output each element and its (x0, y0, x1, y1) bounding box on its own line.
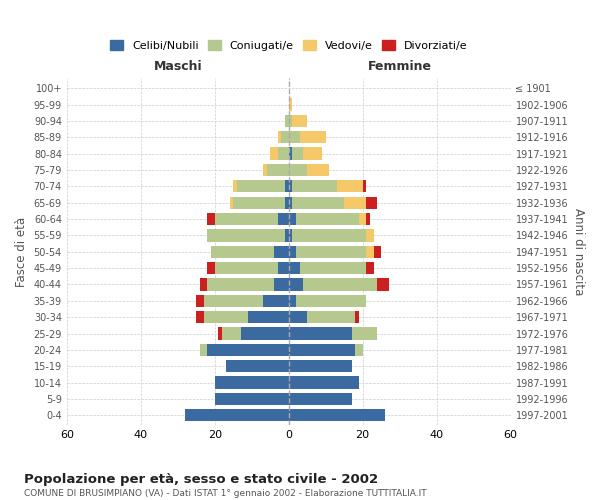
Bar (278, 148, 289, 160)
Bar (289, 196, 292, 209)
Bar (307, 164, 329, 176)
Bar (344, 196, 367, 209)
Bar (278, 131, 281, 143)
Bar (307, 311, 355, 324)
Bar (237, 180, 285, 192)
Bar (289, 98, 292, 110)
Bar (281, 131, 289, 143)
Bar (355, 311, 359, 324)
Bar (226, 360, 289, 372)
Bar (289, 393, 352, 405)
Bar (215, 393, 289, 405)
Bar (185, 409, 289, 422)
Bar (278, 213, 289, 225)
Bar (285, 114, 289, 127)
Bar (222, 328, 241, 340)
Bar (278, 262, 289, 274)
Bar (289, 262, 300, 274)
Bar (208, 344, 289, 356)
Bar (292, 180, 337, 192)
Bar (337, 180, 362, 192)
Bar (208, 262, 215, 274)
Bar (300, 262, 367, 274)
Bar (211, 246, 274, 258)
Bar (352, 328, 377, 340)
Bar (263, 294, 289, 307)
Bar (359, 213, 367, 225)
Bar (292, 114, 307, 127)
Y-axis label: Anni di nascita: Anni di nascita (572, 208, 585, 296)
Bar (218, 328, 222, 340)
Bar (289, 278, 304, 290)
Bar (289, 344, 355, 356)
Bar (374, 246, 381, 258)
Bar (289, 180, 292, 192)
Bar (200, 278, 208, 290)
Bar (292, 196, 344, 209)
Bar (289, 246, 296, 258)
Bar (367, 229, 374, 241)
Bar (296, 246, 367, 258)
Bar (367, 196, 377, 209)
Bar (263, 164, 266, 176)
Bar (367, 262, 374, 274)
Bar (289, 164, 307, 176)
Bar (274, 278, 289, 290)
Text: COMUNE DI BRUSIMPIANO (VA) - Dati ISTAT 1° gennaio 2002 - Elaborazione TUTTITALI: COMUNE DI BRUSIMPIANO (VA) - Dati ISTAT … (24, 489, 427, 498)
Bar (289, 114, 292, 127)
Bar (289, 131, 300, 143)
Bar (203, 311, 248, 324)
Text: Maschi: Maschi (154, 60, 202, 72)
Bar (289, 148, 292, 160)
Bar (367, 246, 374, 258)
Bar (233, 180, 237, 192)
Bar (367, 213, 370, 225)
Bar (300, 131, 326, 143)
Bar (355, 344, 362, 356)
Bar (266, 164, 289, 176)
Bar (292, 148, 304, 160)
Bar (203, 294, 263, 307)
Bar (289, 294, 296, 307)
Bar (215, 262, 278, 274)
Bar (248, 311, 289, 324)
Bar (285, 196, 289, 209)
Bar (362, 180, 367, 192)
Bar (289, 229, 292, 241)
Y-axis label: Fasce di età: Fasce di età (15, 216, 28, 287)
Bar (285, 180, 289, 192)
Bar (196, 311, 203, 324)
Bar (304, 278, 377, 290)
Legend: Celibi/Nubili, Coniugati/e, Vedovi/e, Divorziati/e: Celibi/Nubili, Coniugati/e, Vedovi/e, Di… (106, 36, 472, 55)
Bar (289, 376, 359, 388)
Bar (196, 294, 203, 307)
Text: Femmine: Femmine (368, 60, 431, 72)
Bar (208, 213, 215, 225)
Bar (274, 246, 289, 258)
Bar (285, 229, 289, 241)
Bar (292, 229, 367, 241)
Bar (289, 360, 352, 372)
Bar (296, 213, 359, 225)
Bar (215, 213, 278, 225)
Bar (270, 148, 278, 160)
Bar (208, 278, 274, 290)
Bar (304, 148, 322, 160)
Bar (241, 328, 289, 340)
Bar (200, 344, 208, 356)
Bar (215, 376, 289, 388)
Bar (377, 278, 389, 290)
Text: Popolazione per età, sesso e stato civile - 2002: Popolazione per età, sesso e stato civil… (24, 472, 378, 486)
Bar (208, 229, 285, 241)
Bar (289, 328, 352, 340)
Bar (230, 196, 233, 209)
Bar (289, 213, 296, 225)
Bar (296, 294, 367, 307)
Bar (233, 196, 285, 209)
Bar (289, 311, 307, 324)
Bar (289, 409, 385, 422)
